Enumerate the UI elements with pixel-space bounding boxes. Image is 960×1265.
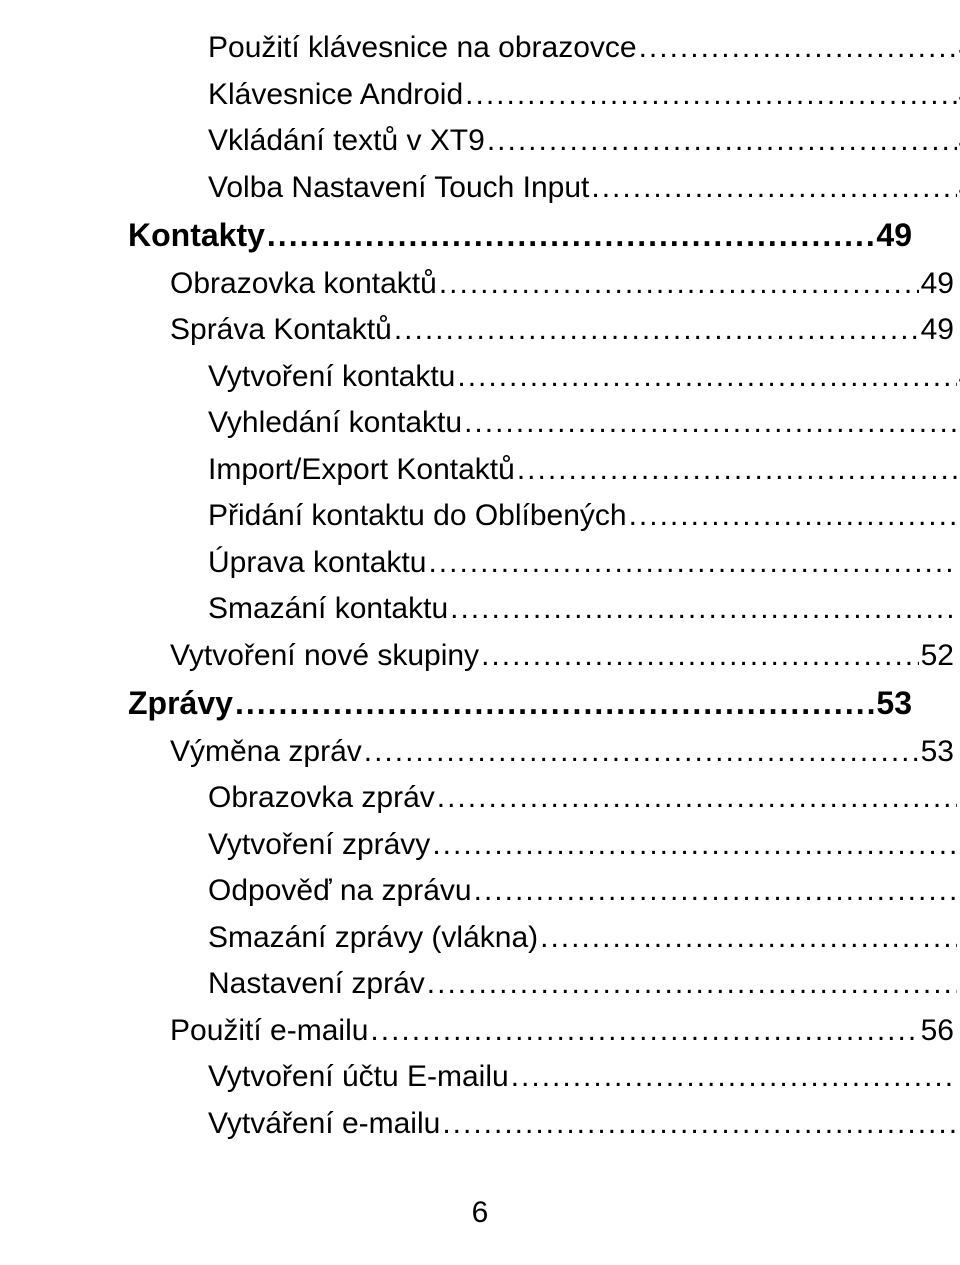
toc-entry: Vkládání textů v XT9 45 [128, 118, 960, 165]
toc-leader-dots [457, 354, 956, 401]
toc-leader-dots [437, 775, 957, 822]
toc-entry-label: Použití klávesnice na obrazovce [208, 25, 637, 72]
toc-entry: Zprávy 53 [128, 679, 912, 729]
toc-entry: Úprava kontaktu 51 [128, 540, 960, 587]
toc-entry: Kontakty 49 [128, 211, 912, 261]
toc-entry-label: Vytvoření zprávy [208, 822, 430, 869]
toc-entry: Import/Export Kontaktů 50 [128, 447, 960, 494]
toc-entry-label: Vyhledání kontaktu [208, 400, 462, 447]
toc-page: Použití klávesnice na obrazovce 45Kláves… [0, 0, 960, 1265]
toc-entry-page: 56 [921, 1008, 954, 1055]
toc-entry-label: Odpověď na zprávu [208, 868, 472, 915]
toc-entry: Obrazovka zpráv 53 [128, 775, 960, 822]
toc-entry-label: Přidání kontaktu do Oblíbených [208, 493, 627, 540]
toc-entry-page: 52 [921, 633, 954, 680]
toc-entry: Použití klávesnice na obrazovce 45 [128, 25, 960, 72]
toc-entry: Vytvoření kontaktu 49 [128, 354, 960, 401]
toc-entry: Smazání zprávy (vlákna) 54 [128, 915, 960, 962]
toc-leader-dots [517, 447, 957, 494]
toc-entry-label: Vkládání textů v XT9 [208, 118, 485, 165]
toc-leader-dots [481, 633, 919, 680]
toc-entry-label: Zprávy [128, 679, 233, 729]
toc-leader-dots [394, 307, 919, 354]
toc-list: Použití klávesnice na obrazovce 45Kláves… [128, 25, 912, 1147]
toc-leader-dots [465, 72, 956, 119]
toc-leader-dots [439, 261, 919, 308]
toc-entry-label: Klávesnice Android [208, 72, 463, 119]
toc-entry: Nastavení zpráv 54 [128, 961, 960, 1008]
toc-entry-label: Smazání kontaktu [208, 586, 448, 633]
toc-leader-dots [450, 586, 956, 633]
toc-entry-label: Vytvoření nové skupiny [170, 633, 479, 680]
toc-entry-page: 49 [921, 261, 954, 308]
toc-entry: Klávesnice Android 45 [128, 72, 960, 119]
toc-leader-dots [639, 25, 957, 72]
toc-entry-label: Obrazovka zpráv [208, 775, 435, 822]
toc-entry-label: Nastavení zpráv [208, 961, 425, 1008]
toc-leader-dots [474, 868, 957, 915]
toc-leader-dots [432, 822, 956, 869]
toc-entry: Vytvoření účtu E-mailu 56 [128, 1054, 960, 1101]
toc-entry: Výměna zpráv 53 [128, 729, 954, 776]
toc-entry-label: Úprava kontaktu [208, 540, 426, 587]
toc-leader-dots [629, 493, 957, 540]
toc-entry-label: Obrazovka kontaktů [170, 261, 437, 308]
toc-leader-dots [442, 1101, 956, 1148]
toc-entry-label: Smazání zprávy (vlákna) [208, 915, 538, 962]
toc-leader-dots [511, 1054, 957, 1101]
toc-entry: Vytváření e-mailu 57 [128, 1101, 960, 1148]
toc-entry-label: Import/Export Kontaktů [208, 447, 515, 494]
toc-leader-dots [267, 211, 875, 261]
toc-leader-dots [540, 915, 957, 962]
toc-entry-label: Vytvoření kontaktu [208, 354, 455, 401]
toc-entry: Vyhledání kontaktu 50 [128, 400, 960, 447]
toc-entry-page: 49 [876, 211, 912, 261]
toc-entry: Smazání kontaktu 51 [128, 586, 960, 633]
toc-entry-label: Kontakty [128, 211, 265, 261]
toc-entry-label: Správa Kontaktů [170, 307, 392, 354]
toc-entry-page: 49 [921, 307, 954, 354]
toc-entry: Odpověď na zprávu 54 [128, 868, 960, 915]
toc-entry-page: 53 [921, 729, 954, 776]
toc-entry-label: Vytvoření účtu E-mailu [208, 1054, 509, 1101]
toc-leader-dots [370, 1008, 918, 1055]
toc-entry: Použití e-mailu 56 [128, 1008, 954, 1055]
toc-entry-page: 53 [876, 679, 912, 729]
toc-entry-label: Vytváření e-mailu [208, 1101, 440, 1148]
toc-entry-label: Použití e-mailu [170, 1008, 368, 1055]
toc-leader-dots [591, 165, 956, 212]
page-number: 6 [0, 1196, 960, 1230]
toc-entry: Přidání kontaktu do Oblíbených 51 [128, 493, 960, 540]
toc-leader-dots [427, 961, 957, 1008]
toc-entry: Vytvoření nové skupiny 52 [128, 633, 954, 680]
toc-leader-dots [428, 540, 956, 587]
toc-leader-dots [235, 679, 874, 729]
toc-leader-dots [464, 400, 957, 447]
toc-entry: Obrazovka kontaktů 49 [128, 261, 954, 308]
toc-entry: Vytvoření zprávy 53 [128, 822, 960, 869]
toc-entry: Volba Nastavení Touch Input 48 [128, 165, 960, 212]
toc-leader-dots [487, 118, 957, 165]
toc-entry: Správa Kontaktů 49 [128, 307, 954, 354]
toc-entry-label: Výměna zpráv [170, 729, 362, 776]
toc-leader-dots [364, 729, 919, 776]
toc-entry-label: Volba Nastavení Touch Input [208, 165, 589, 212]
